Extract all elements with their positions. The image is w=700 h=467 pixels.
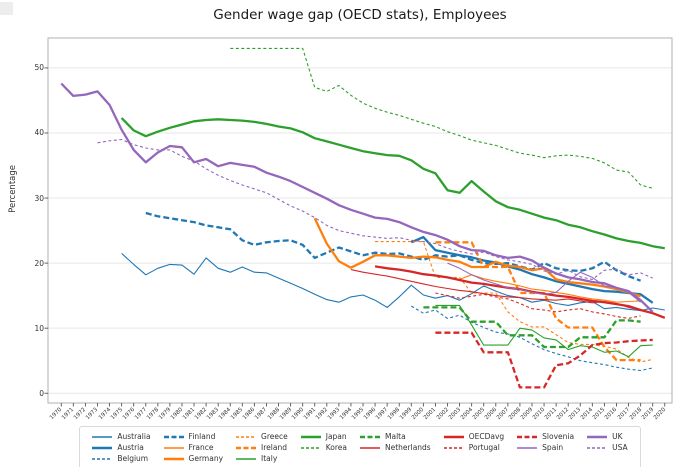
- legend-item-greece: Greece: [236, 432, 288, 441]
- legend-item-austria: Austria: [92, 443, 150, 452]
- legend-swatch: [587, 446, 608, 449]
- legend-label: Austria: [117, 443, 144, 452]
- legend-label: Finland: [188, 432, 216, 441]
- legend-label: OECDavg: [468, 432, 505, 441]
- legend-label: Slovenia: [542, 432, 575, 441]
- legend-swatch: [163, 446, 184, 449]
- legend-column: Finland France Germany: [163, 432, 224, 463]
- legend-label: Spain: [542, 443, 564, 452]
- series-line-netherlands: [350, 269, 641, 311]
- legend-swatch: [236, 446, 257, 449]
- series-line-belgium: [411, 305, 653, 372]
- legend-item-belgium: Belgium: [92, 454, 150, 463]
- series-line-portugal: [435, 292, 641, 319]
- series-line-malta: [423, 306, 641, 349]
- legend-item-malta: Malta: [360, 432, 431, 441]
- legend-swatch: [236, 457, 257, 460]
- legend-label: Ireland: [261, 443, 287, 452]
- legend-label: Australia: [117, 432, 151, 441]
- series-line-spain: [447, 262, 641, 303]
- series-line-japan: [120, 117, 665, 250]
- series-line-france: [447, 274, 641, 303]
- series-line-finland: [145, 211, 642, 282]
- legend-item-australia: Australia: [92, 432, 151, 441]
- legend-item-spain: Spain: [517, 443, 574, 452]
- legend-label: Italy: [261, 454, 278, 463]
- series-line-uk: [60, 82, 654, 313]
- legend-column: OECDavg Portugal: [443, 432, 505, 463]
- legend-item-finland: Finland: [163, 432, 223, 441]
- series-line-korea: [230, 47, 653, 189]
- legend-swatch: [92, 446, 113, 449]
- legend-label: UK: [612, 432, 623, 441]
- legend-label: USA: [612, 443, 628, 452]
- legend-item-germany: Germany: [163, 454, 224, 463]
- legend-item-netherlands: Netherlands: [360, 443, 431, 452]
- legend-swatch: [163, 457, 184, 460]
- legend-label: Portugal: [468, 443, 500, 452]
- legend-label: Belgium: [117, 454, 149, 463]
- legend-swatch: [92, 457, 113, 460]
- legend: Australia Austria Belgium Finland France Germ…: [48, 426, 672, 467]
- legend-column: Australia Austria Belgium: [92, 432, 151, 463]
- legend-column: UK USA: [587, 432, 628, 463]
- legend-swatch: [300, 446, 321, 449]
- legend-item-portugal: Portugal: [443, 443, 504, 452]
- legend-column: Greece Ireland Italy: [236, 432, 288, 463]
- y-tick-label: 10: [34, 323, 44, 333]
- y-tick-label: 20: [34, 258, 44, 268]
- legend-swatch: [360, 446, 380, 449]
- legend-swatch: [92, 435, 113, 438]
- series-line-greece: [375, 241, 653, 363]
- legend-label: Germany: [188, 454, 224, 463]
- series-line-italy: [435, 304, 653, 358]
- legend-label: Netherlands: [385, 443, 431, 452]
- legend-label: Japan: [325, 432, 347, 441]
- plot-frame: [47, 37, 673, 404]
- y-tick-label: 50: [34, 63, 44, 73]
- legend-column: Slovenia Spain: [517, 432, 574, 463]
- legend-box: Australia Austria Belgium Finland France Germ…: [79, 426, 641, 467]
- legend-item-uk: UK: [587, 432, 628, 441]
- chart-title: Gender wage gap (OECD stats), Employees: [213, 7, 507, 23]
- series-line-germany: [313, 217, 641, 298]
- legend-swatch: [360, 435, 380, 438]
- y-tick-label: 0: [39, 388, 44, 398]
- legend-label: Korea: [325, 443, 347, 452]
- legend-item-ireland: Ireland: [236, 443, 288, 452]
- legend-item-oecdavg: OECDavg: [443, 432, 505, 441]
- legend-swatch: [587, 435, 608, 438]
- legend-item-italy: Italy: [236, 454, 288, 463]
- legend-swatch: [443, 435, 464, 438]
- screen-corner-artifact: [0, 2, 13, 15]
- legend-label: Malta: [385, 432, 406, 441]
- legend-swatch: [300, 435, 321, 438]
- series-line-austria: [410, 235, 654, 304]
- legend-item-korea: Korea: [300, 443, 347, 452]
- series-line-usa: [97, 138, 653, 280]
- legend-item-japan: Japan: [300, 432, 347, 441]
- legend-column: Japan Korea: [300, 432, 347, 463]
- legend-label: Greece: [261, 432, 288, 441]
- legend-swatch: [517, 446, 538, 449]
- legend-item-usa: USA: [587, 443, 628, 452]
- legend-swatch: [517, 435, 538, 438]
- series-line-australia: [121, 252, 665, 312]
- legend-item-slovenia: Slovenia: [517, 432, 574, 441]
- legend-swatch: [236, 435, 257, 438]
- legend-item-france: France: [163, 443, 223, 452]
- legend-label: France: [188, 443, 214, 452]
- legend-swatch: [443, 446, 464, 449]
- series-line-slovenia: [435, 331, 653, 389]
- y-tick-label: 40: [34, 128, 44, 138]
- y-tick-label: 30: [34, 193, 44, 203]
- legend-swatch: [163, 435, 184, 438]
- legend-column: Malta Netherlands: [360, 432, 431, 463]
